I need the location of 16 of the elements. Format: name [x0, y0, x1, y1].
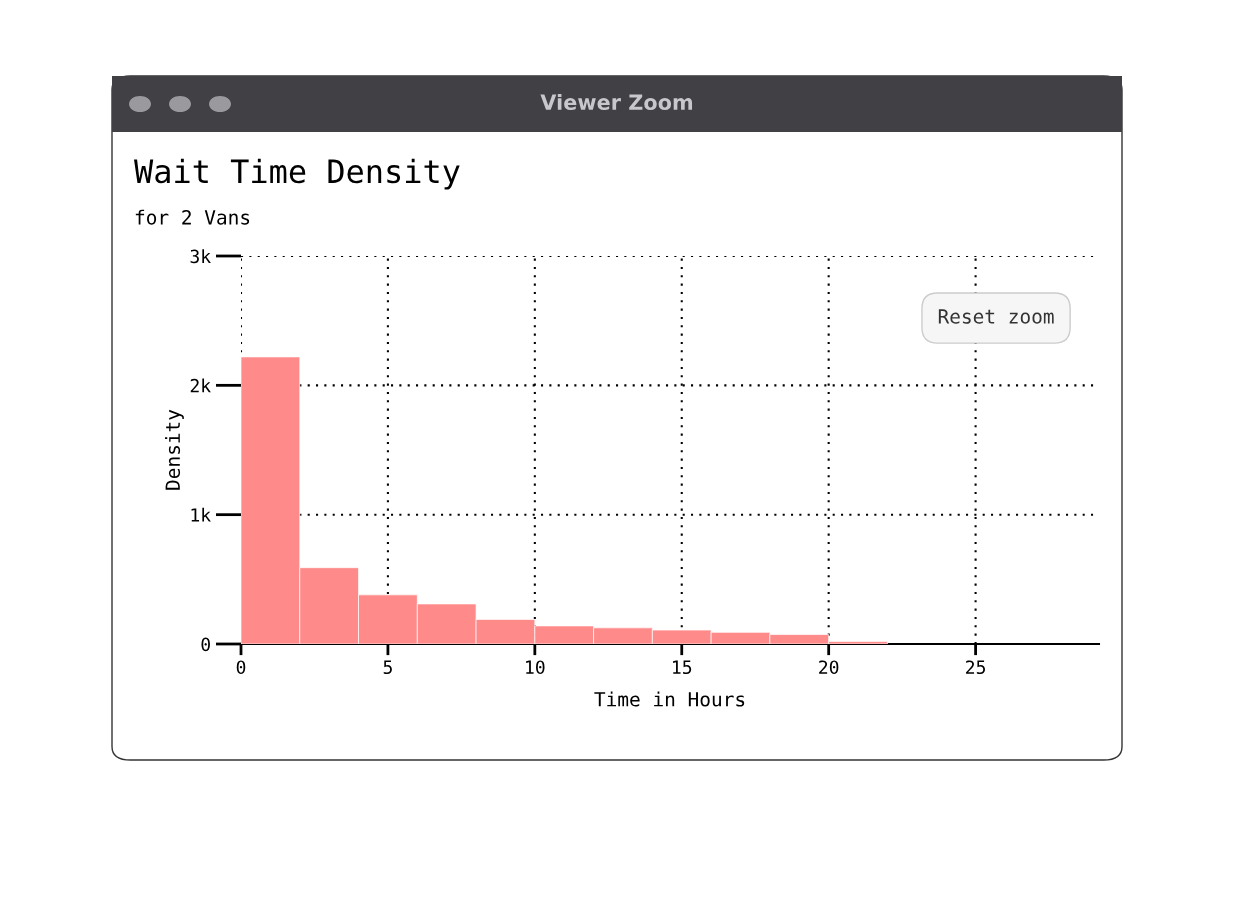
x-tick-label: 25 — [966, 660, 986, 675]
chart-title: Wait Time Density — [134, 158, 460, 190]
x-tick-label: 10 — [526, 660, 545, 675]
x-axis-title: Time in Hours — [594, 691, 745, 707]
x-tick-label: 20 — [819, 660, 839, 675]
x-tick-label: 0 — [236, 660, 246, 675]
x-tick-label: 15 — [673, 660, 692, 675]
text: Viewer Zoom — [540, 93, 693, 111]
x-tick-label: 5 — [383, 660, 392, 675]
chart-subtitle: for 2 Vans — [135, 209, 250, 225]
y-tick-label: 0 — [201, 637, 210, 652]
y-axis-title: Density — [165, 409, 184, 490]
y-tick-label: 3k — [190, 249, 211, 264]
y-tick-label: 1k — [191, 507, 211, 522]
annotation: Reset zoom — [938, 309, 1054, 324]
y-tick-label: 2k — [190, 378, 211, 393]
